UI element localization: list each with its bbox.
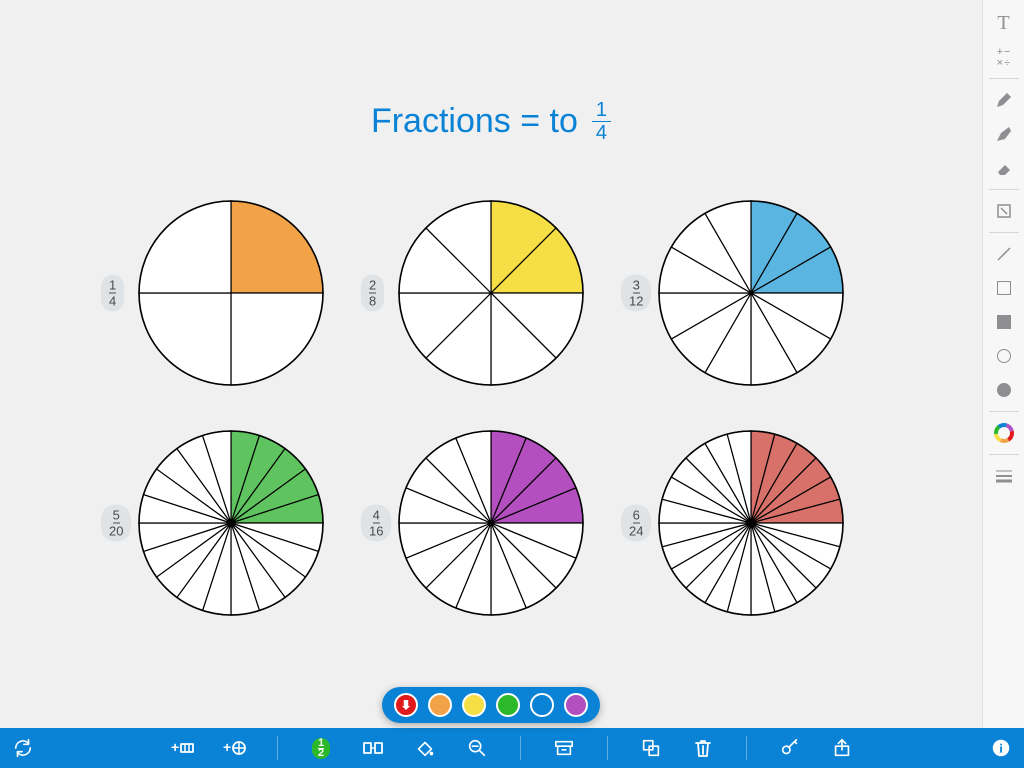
right-toolbar: T+−×÷ xyxy=(982,0,1024,728)
fraction-label[interactable]: 416 xyxy=(361,505,391,542)
info-button[interactable]: i xyxy=(988,735,1014,761)
text-tool-button[interactable]: T xyxy=(983,6,1024,40)
title-text: Fractions = to xyxy=(371,102,578,141)
title-fraction: 1 4 xyxy=(592,100,611,143)
zoom-out-button[interactable] xyxy=(464,735,490,761)
eraser-tool-button[interactable] xyxy=(983,151,1024,185)
fraction-label[interactable]: 624 xyxy=(621,505,651,542)
key-button[interactable] xyxy=(777,735,803,761)
svg-text:+: + xyxy=(171,739,179,755)
rect-outline-button[interactable] xyxy=(983,271,1024,305)
marker-tool-button[interactable] xyxy=(983,117,1024,151)
fill-tool-button[interactable] xyxy=(412,735,438,761)
fraction-pie[interactable]: 14 xyxy=(101,178,361,408)
refresh-button[interactable] xyxy=(10,735,36,761)
math-tool-button[interactable]: +−×÷ xyxy=(983,40,1024,74)
fraction-label[interactable]: 28 xyxy=(361,275,384,312)
color-swatch[interactable] xyxy=(530,693,554,717)
line-tool-button[interactable] xyxy=(983,237,1024,271)
fraction-label[interactable]: 312 xyxy=(621,275,651,312)
trash-button[interactable] xyxy=(690,735,716,761)
canvas[interactable]: Fractions = to 1 4 14 28 312 520 416 624 xyxy=(0,0,982,728)
tag-label-button[interactable]: 12 xyxy=(308,735,334,761)
fraction-pie[interactable]: 312 xyxy=(621,178,881,408)
fraction-pie[interactable]: 520 xyxy=(101,408,361,638)
color-swatch[interactable] xyxy=(428,693,452,717)
fraction-pie[interactable]: 416 xyxy=(361,408,621,638)
fraction-pie[interactable]: 624 xyxy=(621,408,881,638)
svg-text:i: i xyxy=(999,742,1003,756)
share-button[interactable] xyxy=(829,735,855,761)
archive-button[interactable] xyxy=(551,735,577,761)
split-button[interactable] xyxy=(360,735,386,761)
color-swatch[interactable] xyxy=(394,693,418,717)
pie-grid: 14 28 312 520 416 624 xyxy=(0,178,982,638)
color-popup xyxy=(382,687,600,723)
color-swatch[interactable] xyxy=(496,693,520,717)
bottom-toolbar: + +12 i xyxy=(0,728,1024,768)
add-bar-button[interactable]: + xyxy=(169,735,195,761)
fraction-label[interactable]: 14 xyxy=(101,275,124,312)
duplicate-button[interactable] xyxy=(638,735,664,761)
fraction-pie[interactable]: 28 xyxy=(361,178,621,408)
page-title: Fractions = to 1 4 xyxy=(0,100,982,143)
circle-filled-button[interactable] xyxy=(983,373,1024,407)
crop-tool-button[interactable] xyxy=(983,194,1024,228)
pencil-tool-button[interactable] xyxy=(983,83,1024,117)
color-picker-button[interactable] xyxy=(983,416,1024,450)
fraction-label[interactable]: 520 xyxy=(101,505,131,542)
add-circle-button[interactable]: + xyxy=(221,735,247,761)
circle-outline-button[interactable] xyxy=(983,339,1024,373)
svg-text:+: + xyxy=(223,739,231,755)
color-swatch[interactable] xyxy=(462,693,486,717)
rect-filled-button[interactable] xyxy=(983,305,1024,339)
stroke-weight-button[interactable] xyxy=(983,459,1024,493)
color-swatch[interactable] xyxy=(564,693,588,717)
